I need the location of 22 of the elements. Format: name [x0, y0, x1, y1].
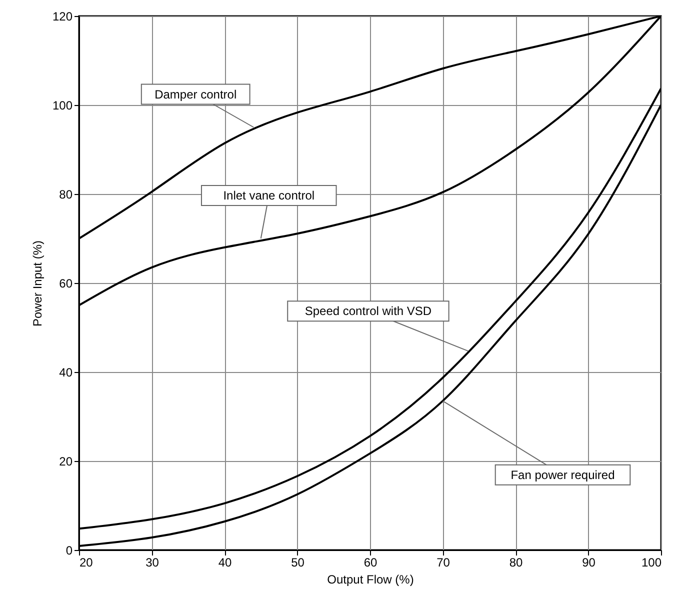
annotation: Fan power required	[510, 468, 615, 482]
y-tick-label: 0	[66, 544, 73, 558]
y-tick-label: 40	[59, 366, 73, 380]
annotation: Speed control with VSD	[304, 304, 432, 318]
y-axis-title: Power Input (%)	[30, 240, 44, 327]
y-tick-label: 100	[52, 98, 73, 112]
x-tick-label: 40	[218, 556, 232, 570]
x-tick-label: 20	[80, 556, 94, 570]
x-tick-label: 80	[509, 556, 523, 570]
x-tick-label: 60	[364, 556, 378, 570]
x-tick-label: 30	[146, 556, 160, 570]
y-tick-label: 20	[59, 454, 73, 468]
y-tick-label: 80	[59, 188, 73, 202]
x-tick-label: 50	[291, 556, 305, 570]
y-tick-label: 60	[59, 276, 73, 290]
x-tick-label: 90	[582, 556, 596, 570]
y-tick-label: 120	[52, 10, 73, 24]
x-axis-title: Output Flow (%)	[327, 572, 414, 586]
annotation: Inlet vane control	[223, 188, 315, 202]
x-tick-label: 70	[436, 556, 450, 570]
annotation: Damper control	[154, 87, 237, 102]
x-tick-label: 100	[641, 556, 662, 570]
